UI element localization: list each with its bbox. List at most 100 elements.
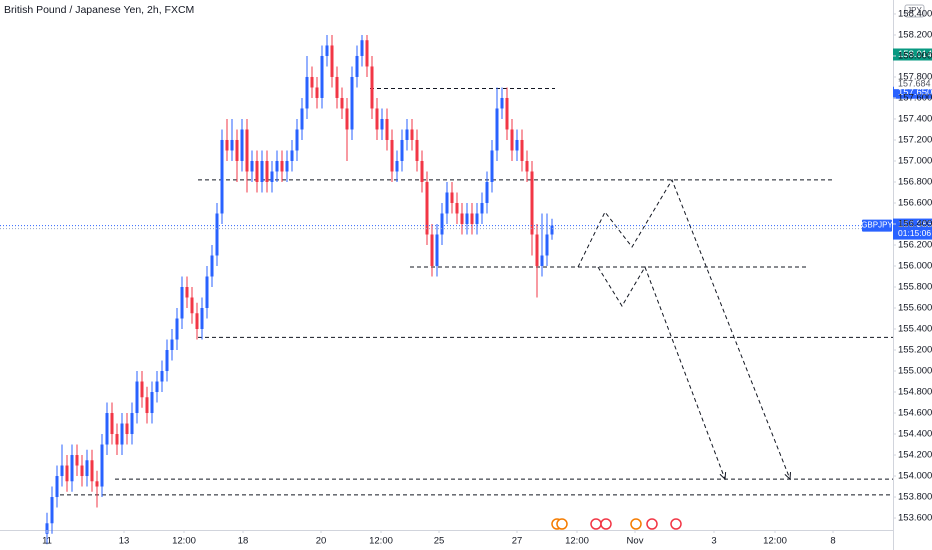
y-tick-label: 154.800 [898,387,932,398]
candle-body [135,381,139,414]
event-icon[interactable] [590,518,602,530]
candle-body [355,55,359,77]
candle-body [200,308,204,330]
x-tick-label: 12:00 [565,536,589,547]
candle-body [260,160,264,182]
candle-body [230,139,234,151]
y-tick-label: 157.800 [898,71,932,82]
y-tick-label: 154.200 [898,450,932,461]
candle-body [440,213,444,235]
candle-body [240,129,244,161]
chart-title: British Pound / Japanese Yen, 2h, FXCM [4,4,194,16]
candle-body [255,160,259,182]
price-badge-label: 158.014 [898,49,932,60]
x-tick-label: 20 [316,536,327,547]
candle-body [495,108,499,151]
x-tick-label: 11 [42,536,52,547]
y-tick-label: 156.400 [898,219,932,230]
symbol-label: GBPJPY [861,221,893,230]
event-icon[interactable] [630,518,642,530]
candle-body [530,171,534,235]
y-tick-label: 153.800 [898,492,932,503]
candle-body [225,139,229,151]
price-badge [893,218,932,240]
x-tick-label: 12:00 [172,536,196,547]
candle-body [320,55,324,98]
candle-body [315,87,319,98]
candle-body [75,455,79,466]
plot-area [0,34,893,545]
candle-body [450,192,454,203]
candle-body [235,139,239,161]
candle-body [410,129,414,140]
event-icon[interactable] [600,518,612,530]
price-badge-label: 156.385 [898,219,932,230]
x-tick-label: 12:00 [369,536,393,547]
currency-badge [904,4,925,18]
candle-body [380,118,384,130]
candle-body [310,76,314,88]
y-tick-label: 155.000 [898,366,932,377]
x-tick-label: 8 [830,536,835,547]
high-label-bg [894,79,932,90]
candle-body [175,318,179,340]
candle-body [55,476,59,498]
y-tick-label: 154.000 [898,471,932,482]
event-icon[interactable] [646,518,658,530]
candle-body [545,234,549,256]
candle-body [510,129,514,151]
candle-body [250,160,254,172]
y-tick-label: 155.200 [898,345,932,356]
y-tick-label: 158.000 [898,50,932,61]
price-badge [893,86,932,99]
candle-body [325,45,329,56]
candle-body [375,108,379,130]
y-tick-label: 153.600 [898,513,932,524]
y-tick-label: 154.600 [898,408,932,419]
y-tick-label: 158.400 [898,8,932,19]
candle-body [350,76,354,130]
y-tick-label: 157.400 [898,113,932,124]
event-icon[interactable] [670,518,682,530]
y-tick-label: 156.200 [898,240,932,251]
candle-body [145,397,149,414]
arrow-head [719,472,727,481]
x-tick-label: 13 [119,536,130,547]
candle-body [100,444,104,487]
candle-body [515,139,519,151]
x-tick-label: 25 [434,536,445,547]
candle-body [445,192,449,214]
candle-body [455,202,459,214]
candle-body [365,40,369,67]
candle-body [405,129,409,140]
candle-body [550,225,554,235]
x-tick-label: 3 [711,536,716,547]
candle-body [525,160,529,172]
candle-body [80,465,84,477]
candle-body [490,150,494,182]
candle-body [345,108,349,130]
event-icons[interactable] [551,518,682,530]
candle-body [110,413,114,435]
candle-body [420,160,424,182]
candle-body [415,139,419,161]
candle-body [185,287,189,298]
candle-body [295,129,299,151]
candle-body [205,276,209,309]
high-label: 157.684 [898,79,931,89]
event-icon[interactable] [556,518,568,530]
projection-path [597,265,726,480]
candle-body [340,97,344,109]
candle-body [330,45,334,77]
x-tick-label: 12:00 [763,536,787,547]
candle-body [50,497,54,524]
candle-body [275,160,279,172]
candle-body [195,313,199,330]
candle-body [425,181,429,235]
candle-body [540,255,544,266]
candle-body [60,465,64,477]
candle-body [165,350,169,372]
y-tick-label: 156.800 [898,177,932,188]
